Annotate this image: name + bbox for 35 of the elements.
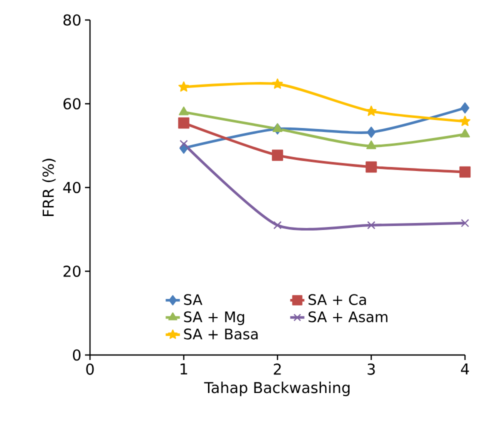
x-tick-label: 0 [86, 364, 94, 375]
point [366, 140, 376, 150]
y-tick-label: 80 [63, 14, 80, 26]
x-tick-label: 1 [180, 364, 188, 374]
point [459, 166, 471, 178]
point [460, 116, 470, 126]
point [178, 106, 189, 116]
point [272, 150, 284, 161]
x-tick-label: 2 [274, 364, 281, 375]
point [366, 161, 377, 173]
point [460, 102, 470, 114]
y-tick-label: 60 [64, 98, 80, 110]
point [178, 81, 190, 92]
legend-label: SA [184, 294, 202, 306]
x-axis-title: Tahap Backwashing [204, 382, 350, 396]
point [272, 123, 282, 132]
legend-label: SA + Mg [184, 311, 244, 326]
legend-label: SA + Asam [308, 311, 388, 322]
point [367, 221, 376, 230]
point [366, 106, 377, 116]
y-axis-title: FRR (%) [42, 158, 56, 216]
x-tick-label: 3 [368, 364, 375, 375]
y-tick-label: 40 [63, 182, 80, 194]
y-tick-label: 0 [72, 349, 80, 361]
point [366, 126, 376, 138]
y-tick-label: 20 [64, 266, 80, 277]
point [460, 128, 470, 138]
point [180, 140, 188, 148]
point [460, 218, 470, 228]
point [273, 221, 282, 230]
point [178, 117, 190, 129]
legend-label: SA + Basa [184, 328, 258, 340]
point [272, 78, 283, 89]
legend-label: SA + Ca [308, 294, 366, 306]
x-tick-label: 4 [460, 364, 469, 374]
